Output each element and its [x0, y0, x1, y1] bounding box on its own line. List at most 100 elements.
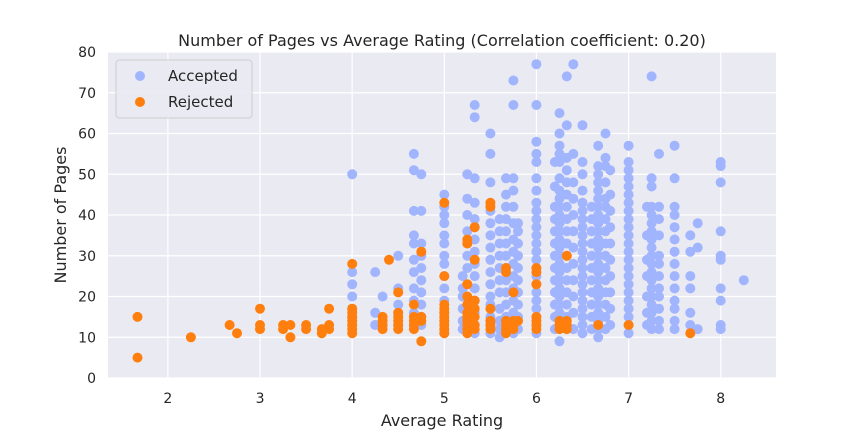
y-tick-label: 10	[78, 330, 96, 346]
point-accepted	[439, 283, 450, 294]
point-rejected	[232, 328, 242, 339]
point-accepted	[561, 71, 572, 82]
point-accepted	[531, 238, 542, 249]
point-accepted	[469, 214, 480, 225]
point-rejected	[462, 279, 473, 290]
point-accepted	[531, 197, 542, 208]
point-accepted	[605, 205, 616, 216]
y-tick-label: 0	[87, 371, 96, 387]
point-accepted	[685, 230, 696, 241]
x-tick-label: 6	[532, 391, 541, 407]
legend: Accepted Rejected	[115, 59, 253, 119]
point-accepted	[408, 205, 419, 216]
point-accepted	[485, 230, 496, 241]
legend-box	[115, 59, 253, 119]
point-accepted	[623, 165, 634, 176]
point-accepted	[501, 173, 511, 184]
point-accepted	[577, 197, 588, 208]
point-accepted	[577, 303, 588, 314]
point-accepted	[685, 320, 696, 330]
point-accepted	[646, 267, 657, 278]
point-rejected	[469, 295, 480, 306]
point-accepted	[715, 320, 726, 330]
point-accepted	[593, 234, 604, 245]
point-accepted	[646, 250, 657, 261]
point-accepted	[738, 275, 749, 286]
point-accepted	[593, 210, 604, 220]
x-tick-label: 7	[624, 391, 633, 407]
point-accepted	[485, 128, 496, 139]
point-accepted	[561, 201, 572, 212]
point-accepted	[654, 283, 664, 294]
point-accepted	[623, 173, 634, 184]
point-accepted	[577, 222, 588, 233]
point-accepted	[439, 250, 450, 261]
point-accepted	[508, 173, 519, 184]
point-rejected	[561, 250, 572, 261]
point-accepted	[669, 246, 680, 257]
point-rejected	[285, 332, 296, 343]
point-accepted	[654, 315, 664, 326]
point-rejected	[469, 303, 480, 314]
point-accepted	[554, 283, 565, 294]
point-accepted	[669, 140, 680, 151]
point-accepted	[561, 120, 572, 131]
point-accepted	[501, 238, 511, 249]
x-tick-labels: 2 3 4 5 6 7 8	[163, 391, 725, 407]
point-accepted	[623, 328, 634, 339]
point-accepted	[654, 148, 664, 159]
point-accepted	[554, 226, 565, 237]
point-accepted	[568, 307, 579, 318]
point-rejected	[469, 320, 480, 330]
point-accepted	[593, 169, 604, 180]
point-accepted	[593, 161, 604, 172]
point-accepted	[577, 263, 588, 273]
point-accepted	[605, 189, 616, 200]
chart-title: Number of Pages vs Average Rating (Corre…	[178, 31, 706, 50]
point-accepted	[646, 210, 657, 220]
point-accepted	[554, 157, 565, 167]
point-rejected	[462, 234, 473, 245]
point-accepted	[669, 271, 680, 282]
point-accepted	[554, 201, 565, 212]
point-accepted	[531, 287, 542, 298]
point-accepted	[370, 267, 381, 278]
x-tick-label: 2	[163, 391, 172, 407]
point-accepted	[554, 291, 565, 302]
point-rejected	[132, 352, 143, 363]
point-accepted	[593, 275, 604, 286]
point-accepted	[408, 230, 419, 241]
point-rejected	[324, 320, 335, 330]
point-accepted	[593, 185, 604, 196]
point-accepted	[646, 315, 657, 326]
point-accepted	[485, 177, 496, 188]
point-accepted	[577, 246, 588, 257]
y-tick-label: 80	[78, 45, 96, 61]
point-accepted	[715, 283, 726, 294]
point-accepted	[370, 320, 381, 330]
point-accepted	[623, 271, 634, 282]
point-accepted	[577, 287, 588, 298]
point-accepted	[513, 218, 523, 229]
point-accepted	[508, 75, 519, 86]
point-rejected	[316, 324, 327, 335]
point-accepted	[605, 303, 616, 314]
point-accepted	[568, 226, 579, 237]
x-tick-label: 4	[348, 391, 357, 407]
point-accepted	[623, 263, 634, 273]
y-tick-label: 70	[78, 86, 96, 102]
point-accepted	[593, 250, 604, 261]
point-accepted	[715, 177, 726, 188]
point-rejected	[531, 311, 542, 322]
point-rejected	[408, 299, 419, 310]
point-accepted	[600, 152, 611, 163]
point-accepted	[669, 234, 680, 245]
point-accepted	[577, 230, 588, 241]
point-rejected	[377, 311, 388, 322]
x-tick-label: 8	[716, 391, 725, 407]
point-accepted	[623, 157, 634, 167]
point-accepted	[715, 157, 726, 167]
point-accepted	[408, 238, 419, 249]
point-accepted	[669, 315, 680, 326]
point-accepted	[393, 250, 404, 261]
